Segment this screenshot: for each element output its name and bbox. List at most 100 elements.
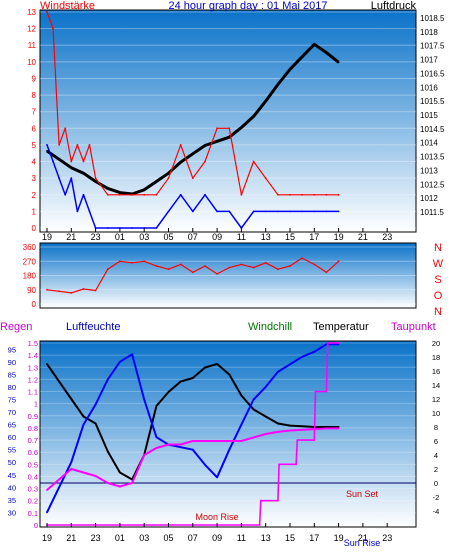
x-tick-label: 13 [261,533,271,543]
taupunkt-tick-label: 10 [432,409,440,418]
temperatur-series-point [191,377,194,379]
luftdruck-series-point [216,140,219,143]
wind-gust-series-point [143,193,146,196]
windstaerke-tick-label: 0 [32,224,37,233]
x-tick-label: 15 [285,232,295,242]
wind-gust-series-point [228,127,231,130]
wind-mean-series-point [76,210,79,213]
taupunkt-tick-label: 20 [432,339,440,348]
taupunkt-series-point [228,440,231,442]
luftfeuchte-series-point [252,398,255,401]
luftdruck-series-point [155,180,158,183]
wind-mean-series-point [52,160,54,163]
temperatur-series-point [277,422,279,425]
luftfeuchte-series-point [143,398,146,401]
temperatur-series-point [289,424,291,427]
taupunkt-tick-label: 8 [434,423,438,432]
wind-direction-series-point [264,261,267,264]
taupunkt-tick-label: 12 [432,395,440,404]
wind-direction-tick-label: 0 [32,300,37,309]
taupunkt-tick-label: 4 [434,451,438,460]
x-tick-label: 23 [382,533,392,543]
wind-gust-series-point [301,193,303,196]
x-tick-label: 19 [42,232,52,242]
windstaerke-tick-label: 8 [32,91,37,100]
luftfeuchte-series-point [277,371,279,373]
luftdruck-series-point [277,83,279,86]
x-tick-label: 01 [115,232,125,242]
luftfeuchte-series-point [240,423,243,426]
taupunkt-series-point [325,427,328,430]
temperatur-series-point [264,415,267,418]
luftfeuchte-tick-label: 35 [8,496,16,505]
taupunkt-series-point [46,489,48,491]
luftfeuchte-series-point [216,476,219,479]
taupunkt-series-point [179,443,182,446]
x-tick-label: 05 [163,533,173,543]
x-tick-label: 17 [309,533,319,543]
luftdruck-series-point [143,188,146,191]
taupunkt-series-point [264,433,267,435]
wind-gust-series-point [52,27,54,30]
sun-rise-annotation: Sun Rise [344,538,381,548]
windstaerke-tick-label: 4 [32,158,37,167]
taupunkt-tick-label: 2 [434,465,438,474]
taupunkt-series-point [131,482,134,484]
taupunkt-series-point [155,447,158,449]
x-tick-label: 23 [91,232,101,242]
wind-mean-series-point [191,210,194,213]
x-tick-label: 07 [188,232,198,242]
compass-label: S [434,274,441,286]
regen-series-point [337,342,340,344]
temperatur-series-point [204,366,206,369]
luftfeuchte-series-point [191,448,194,451]
temperatur-series-point [228,373,231,376]
wind-gust-series-point [70,160,73,163]
temperatur-series-point [240,394,243,397]
taupunkt-series-point [106,482,109,484]
compass-label: O [434,290,443,302]
luftdruck-series-point [337,61,340,64]
wind-mean-series-point [264,210,267,213]
wind-gust-series-point [119,193,121,196]
wind-direction-series-point [46,288,48,291]
taupunkt-label: Taupunkt [391,321,436,333]
luftdruck-tick-label: 1014 [420,139,438,148]
windstaerke-tick-label: 11 [28,41,37,50]
regen-series-point [326,342,329,344]
wind-gust-series-point [155,193,158,196]
windstaerke-tick-label: 6 [32,124,37,133]
luftdruck-series-point [82,172,85,175]
temperatur-label: Temperatur [313,321,369,333]
temperatur-series-point [119,471,121,474]
x-tick-label: 09 [212,533,222,543]
temperatur-series-point [216,363,219,365]
regen-series-point [259,499,262,502]
luftfeuchte-series-point [58,486,60,489]
windstaerke-tick-label: 5 [32,141,37,150]
regen-series-point [314,390,317,393]
wind-mean-series-point [204,193,206,196]
wind-direction-tick-label: 180 [23,272,37,281]
x-tick-label: 17 [309,232,319,242]
luftfeuchte-tick-label: 70 [8,408,16,417]
luftfeuchte-series-point [337,343,340,346]
wind-gust-series-point [82,160,85,163]
taupunkt-tick-label: 16 [432,367,440,376]
wind-gust-series-point [264,177,267,180]
windchill-label: Windchill [248,321,292,333]
luftfeuchte-series-point [313,350,316,353]
windstaerke-tick-label: 9 [32,74,37,83]
x-tick-label: 19 [334,232,344,242]
taupunkt-series-point [58,478,60,481]
luftdruck-tick-label: 1016.5 [420,69,445,78]
luftdruck-series-point [228,136,231,139]
wind-direction-series-point [58,290,60,293]
luftdruck-series-point [191,152,194,155]
luftdruck-series-point [46,150,48,152]
luftdruck-tick-label: 1012.5 [420,180,445,189]
wind-gust-series-point [94,177,97,180]
luftdruck-series-point [106,187,109,190]
regen-tick-label: 0.1 [28,509,38,518]
wind-direction-series-point [131,261,134,264]
